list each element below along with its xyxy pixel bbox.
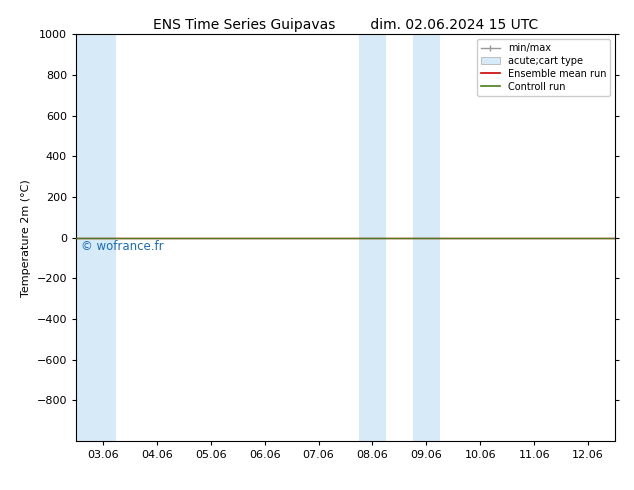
Bar bbox=[76, 34, 117, 441]
Bar bbox=[628, 34, 634, 441]
Legend: min/max, acute;cart type, Ensemble mean run, Controll run: min/max, acute;cart type, Ensemble mean … bbox=[477, 39, 610, 96]
Text: © wofrance.fr: © wofrance.fr bbox=[81, 240, 164, 253]
Title: ENS Time Series Guipavas        dim. 02.06.2024 15 UTC: ENS Time Series Guipavas dim. 02.06.2024… bbox=[153, 18, 538, 32]
Bar bbox=[413, 34, 440, 441]
Bar bbox=[359, 34, 386, 441]
Y-axis label: Temperature 2m (°C): Temperature 2m (°C) bbox=[21, 179, 31, 296]
